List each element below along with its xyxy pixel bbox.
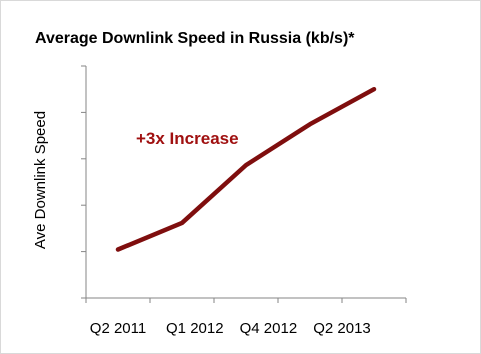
x-tick-label: Q2 2013 xyxy=(313,320,371,337)
x-axis-ticks xyxy=(85,298,407,303)
x-tick-label: Q4 2012 xyxy=(240,320,298,337)
y-axis-ticks xyxy=(81,65,86,299)
series-group xyxy=(115,86,377,252)
x-axis-tick-labels: Q2 2011 Q1 2012 Q4 2012 Q2 2013 xyxy=(90,320,371,337)
increase-annotation: +3x Increase xyxy=(136,129,239,148)
series-line xyxy=(115,86,377,252)
x-tick-label: Q1 2012 xyxy=(166,320,224,337)
y-axis-label: Ave Downlink Speed xyxy=(32,111,49,249)
chart-title: Average Downlink Speed in Russia (kb/s)* xyxy=(35,30,355,47)
x-tick-label: Q2 2011 xyxy=(90,320,146,337)
